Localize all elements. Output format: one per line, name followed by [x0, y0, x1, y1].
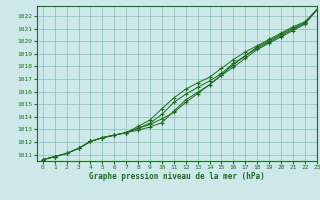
X-axis label: Graphe pression niveau de la mer (hPa): Graphe pression niveau de la mer (hPa) — [89, 172, 265, 181]
